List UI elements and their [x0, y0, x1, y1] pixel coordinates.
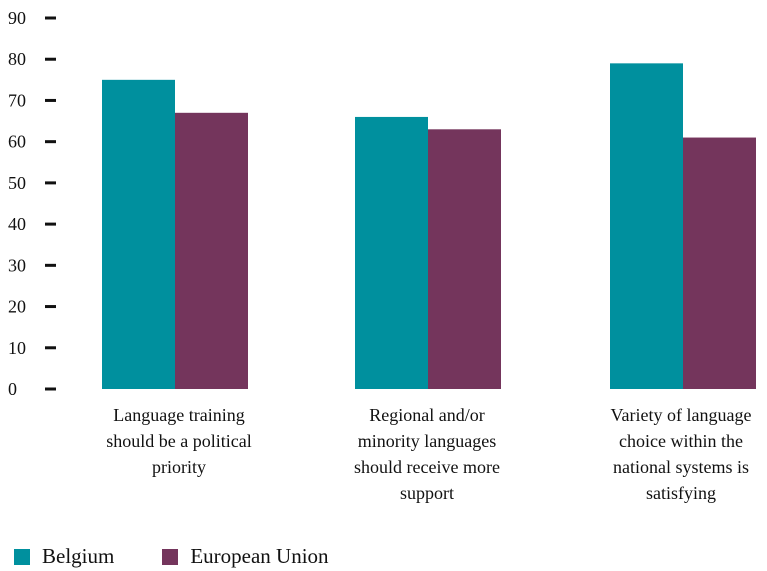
category-label-1-line-3: priority — [152, 457, 206, 477]
y-axis: 0 10 20 30 40 50 60 70 80 90 — [8, 8, 56, 399]
bar-european-union-1 — [175, 112, 248, 390]
legend-item-european-union: European Union — [162, 544, 329, 569]
y-tick-label-90: 90 — [8, 8, 26, 28]
category-label-3-line-4: satisfying — [646, 483, 716, 503]
y-tick-label-70: 70 — [8, 90, 26, 110]
legend-item-belgium: Belgium — [14, 544, 114, 569]
y-tick-label-60: 60 — [8, 132, 26, 152]
category-label-3-line-3: national systems is — [613, 457, 749, 477]
bar-belgium-1 — [102, 79, 175, 389]
y-tick-label-30: 30 — [8, 255, 26, 275]
category-label-1-line-1: Language training — [113, 405, 244, 425]
legend-label-european-union: European Union — [190, 544, 329, 568]
bar-belgium-3 — [610, 63, 683, 389]
y-tick-label-80: 80 — [8, 49, 26, 69]
bar-belgium-2 — [355, 116, 428, 389]
legend-label-belgium: Belgium — [42, 544, 115, 568]
legend-swatch-belgium — [14, 548, 30, 565]
y-tick-label-20: 20 — [8, 297, 26, 317]
category-label-2: Regional and/or minority languages should … — [354, 405, 500, 503]
bar-european-union-2 — [428, 129, 501, 390]
y-tick-label-40: 40 — [8, 214, 26, 234]
y-tick-label-10: 10 — [8, 338, 26, 358]
category-label-3-line-2: choice within the — [619, 431, 743, 451]
category-label-2-line-4: support — [400, 483, 454, 503]
category-label-2-line-3: should receive more — [354, 457, 500, 477]
y-tick-label-0: 0 — [8, 379, 17, 399]
bar-european-union-3 — [683, 137, 756, 389]
y-tick-label-50: 50 — [8, 173, 26, 193]
category-label-1-line-2: should be a political — [106, 431, 251, 451]
bars — [102, 63, 756, 390]
legend: Belgium European Union — [14, 544, 377, 569]
category-label-1: Language training should be a political pr… — [106, 405, 251, 477]
legend-swatch-european-union — [162, 548, 179, 565]
category-label-3-line-1: Variety of language — [611, 405, 752, 425]
category-label-3: Variety of language choice within the nati… — [611, 405, 752, 503]
category-label-2-line-2: minority languages — [358, 431, 496, 451]
x-axis-labels: Language training should be a political pr… — [106, 405, 751, 503]
category-label-2-line-1: Regional and/or — [369, 405, 484, 425]
